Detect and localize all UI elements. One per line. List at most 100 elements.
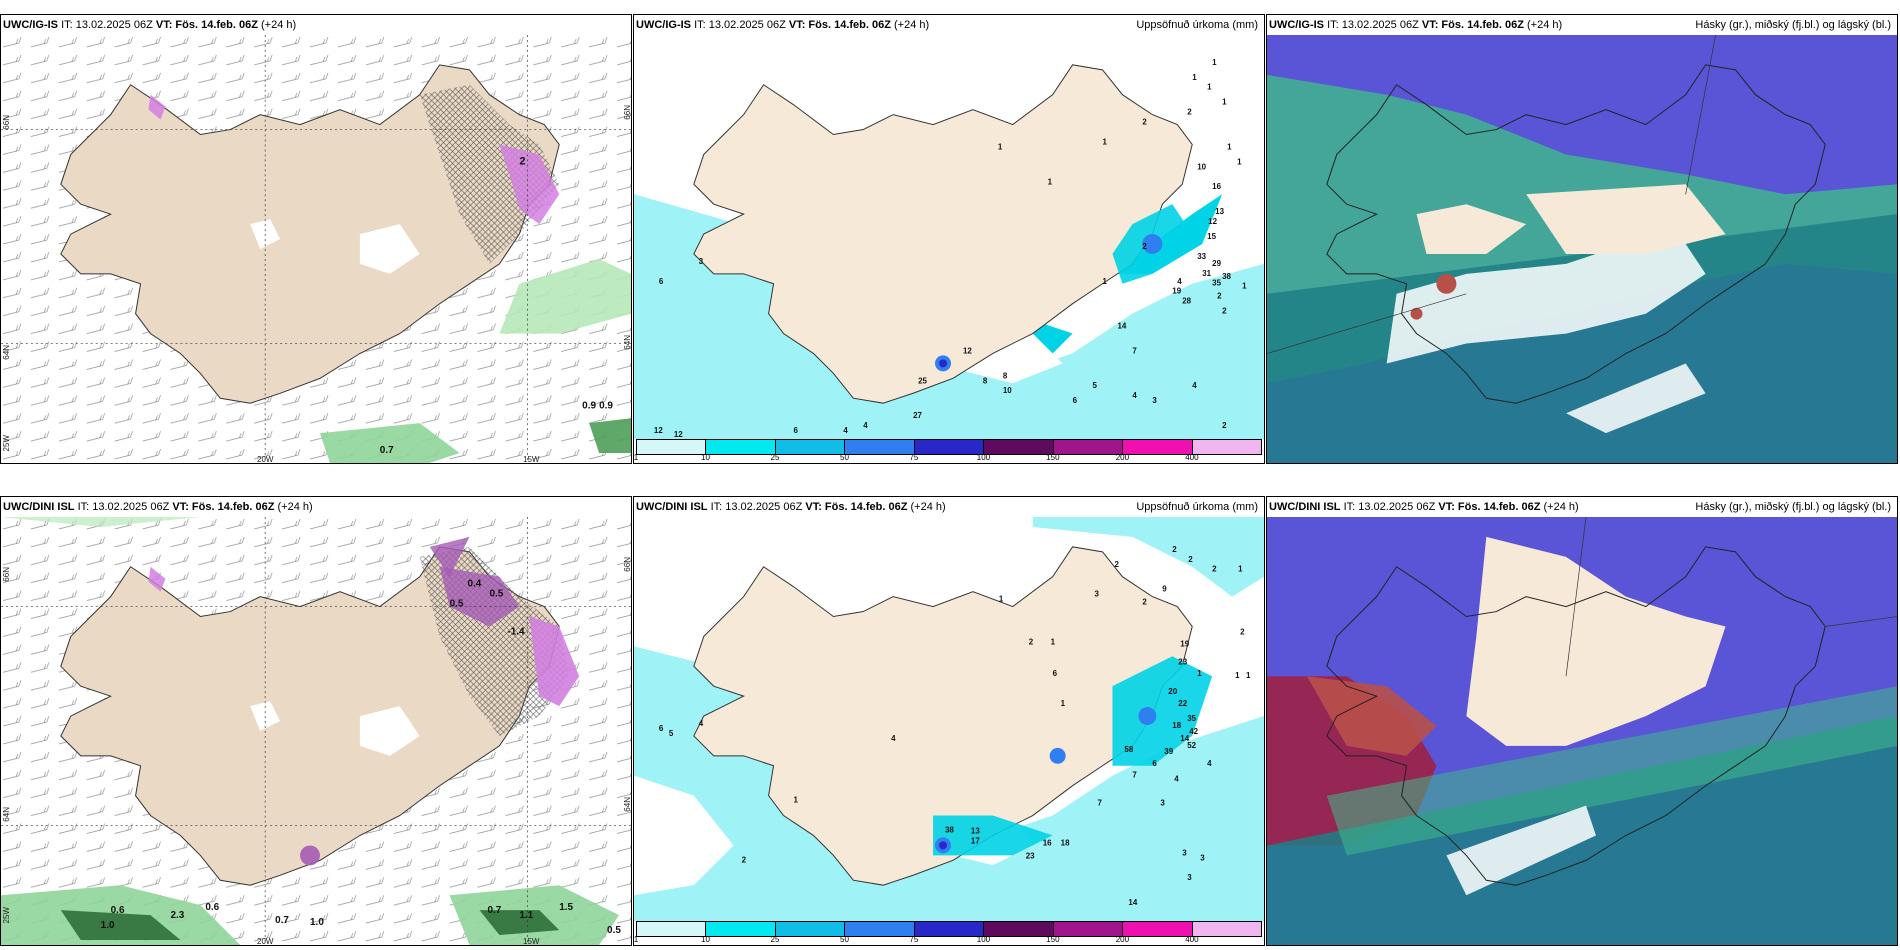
value-label: 23	[1026, 851, 1035, 860]
value-label: 42	[1189, 727, 1198, 736]
value-label: 6	[1152, 759, 1157, 768]
value-label: 14	[1128, 898, 1137, 907]
value-label: 10	[1197, 162, 1206, 171]
value-label: 6	[1053, 669, 1058, 678]
colorbar-tick: 75	[909, 935, 919, 944]
lon-label: 15W	[523, 455, 540, 464]
value-label: 0.9	[582, 400, 596, 411]
value-label: 35	[1187, 714, 1196, 723]
value-label: 38	[945, 825, 954, 834]
map-wind-temperature: 0.7 0.9 0.9 2	[1, 35, 631, 463]
panel-header: UWC/DINI ISL IT: 13.02.2025 06Z VT: Fös.…	[634, 497, 1264, 517]
colorbar-tick: 150	[1046, 453, 1060, 462]
value-label: 29	[1212, 259, 1221, 268]
value-label: 7	[1098, 799, 1103, 808]
colorbar-tick: 200	[1115, 935, 1130, 944]
value-label: 2	[1240, 627, 1245, 636]
value-label: 0.7	[275, 915, 289, 926]
value-label: 1	[1103, 137, 1108, 146]
value-label: 7	[1132, 771, 1137, 780]
value-label: 1	[1103, 277, 1108, 286]
value-label: 2	[1188, 555, 1193, 564]
value-label: 18	[1172, 721, 1181, 730]
value-label: 1	[1222, 98, 1227, 107]
value-label: 12	[674, 430, 683, 439]
map-cloud-cover	[1267, 35, 1897, 463]
value-label: 2	[1142, 118, 1147, 127]
map-accumulated-precip: 12 12 12 6 4 4 27 8 8 10 6 5 4 3 4 2 7 1…	[634, 35, 1264, 439]
value-label: 1	[1237, 157, 1242, 166]
panel-header: UWC/DINI ISL IT: 13.02.2025 06Z VT: Fös.…	[1, 497, 631, 517]
value-label: 4	[1177, 277, 1182, 286]
lat-label: 66N	[2, 567, 11, 582]
value-label: 16	[1043, 838, 1052, 847]
panel-title: Hásky (gr.), miðský (fj.bl.) og lágský (…	[1695, 501, 1891, 513]
value-label: 18	[1061, 838, 1070, 847]
panel-ig-wind: UWC/IG-IS IT: 13.02.2025 06Z VT: Fös. 14…	[0, 14, 632, 464]
panel-dini-clouds: UWC/DINI ISL IT: 13.02.2025 06Z VT: Fös.…	[1266, 496, 1898, 946]
value-label: 6	[793, 426, 798, 435]
panel-dini-precip: UWC/DINI ISL IT: 13.02.2025 06Z VT: Fös.…	[633, 496, 1265, 946]
colorbar-tick: 25	[770, 453, 780, 462]
value-label: 19	[1172, 287, 1181, 296]
value-label: 0.7	[487, 905, 501, 916]
value-label: 1	[1061, 699, 1066, 708]
value-label: 2	[1172, 545, 1177, 554]
value-label: 8	[983, 376, 988, 385]
value-label: 12	[654, 426, 663, 435]
map-wind-temperature: 0.6 1.0 2.3 0.6 0.7 1.0 0.7 1.1 1.5 0.5 …	[1, 517, 631, 945]
value-label: 35	[1212, 279, 1221, 288]
lat-label: 64N	[2, 345, 11, 360]
value-label: 1.5	[559, 902, 573, 913]
lat-label: 64N	[623, 335, 632, 350]
panel-header: UWC/DINI ISL IT: 13.02.2025 06Z VT: Fös.…	[1267, 497, 1897, 517]
value-label: 1.1	[519, 910, 533, 921]
value-label: 5	[669, 729, 674, 738]
value-label: 2	[1222, 421, 1227, 430]
value-label: 22	[1178, 699, 1187, 708]
value-label: 2	[1222, 307, 1227, 316]
value-label: 12	[963, 346, 972, 355]
value-label: 6	[659, 724, 664, 733]
value-label: 1.0	[310, 917, 324, 928]
lon-label: 20W	[257, 455, 274, 464]
value-label: 5	[1093, 381, 1098, 390]
value-label: 2.3	[170, 910, 184, 921]
colorbar-tick: 400	[1185, 935, 1199, 944]
panel-header: UWC/IG-IS IT: 13.02.2025 06Z VT: Fös. 14…	[634, 15, 1264, 35]
value-label: 0.5	[450, 599, 464, 610]
value-label: 3	[1095, 590, 1100, 599]
value-label: 7	[1132, 346, 1137, 355]
value-label: 1.0	[101, 920, 115, 931]
value-label: 39	[1164, 747, 1173, 756]
lon-label: 20W	[257, 937, 274, 946]
value-label: 1	[999, 595, 1004, 604]
value-label: 20	[1168, 687, 1177, 696]
value-label: 1	[1246, 671, 1251, 680]
colorbar-tick: 100	[976, 935, 991, 944]
value-label: 2	[1142, 598, 1147, 607]
value-label: 15	[1207, 232, 1216, 241]
lat-label: 64N	[623, 797, 632, 812]
lat-label: 66N	[623, 105, 632, 120]
panel-title: Uppsöfnuð úrkoma (mm)	[1136, 501, 1258, 513]
colorbar-tick: 25	[770, 935, 780, 944]
value-label: 31	[1202, 269, 1211, 278]
colorbar-tick: 150	[1046, 935, 1060, 944]
value-label: 0.4	[468, 579, 482, 590]
value-label: 0.6	[111, 905, 125, 916]
colorbar-tick: 50	[840, 453, 849, 462]
value-label: 2	[1212, 565, 1217, 574]
value-label: 8	[1003, 371, 1008, 380]
value-label: 2	[1187, 108, 1192, 117]
value-label: 13	[971, 826, 980, 835]
value-label: 10	[1003, 386, 1012, 395]
value-label: 2	[1142, 242, 1147, 251]
value-label: 0.7	[380, 445, 394, 456]
value-label: -1.4	[507, 626, 525, 637]
value-label: 4	[1174, 775, 1179, 784]
precip-colorbar: 1 10 25 50 75 100 150 200 400	[634, 439, 1264, 463]
value-label: 4	[1207, 759, 1212, 768]
value-label: 0.9	[599, 400, 613, 411]
value-label: 2	[1114, 560, 1119, 569]
